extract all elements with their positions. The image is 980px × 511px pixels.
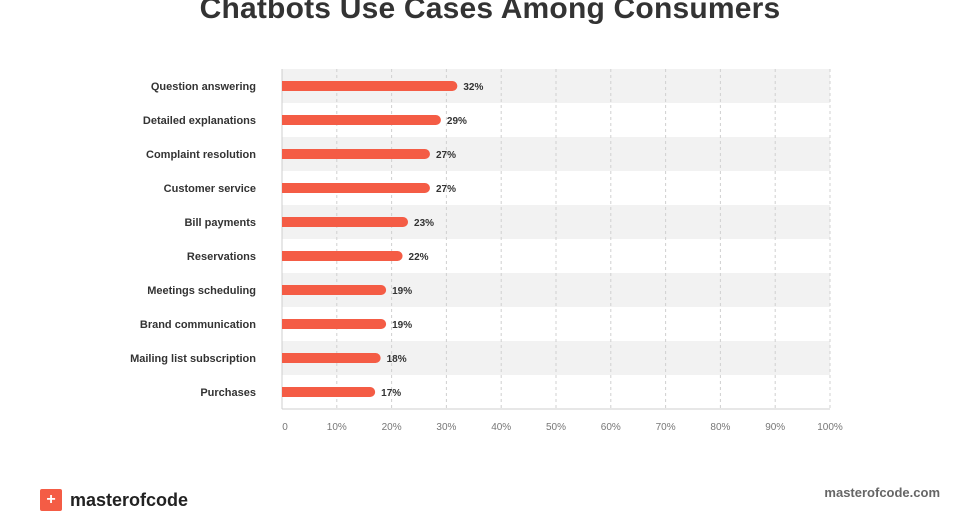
x-tick-label: 20% bbox=[382, 422, 402, 433]
x-tick-label: 80% bbox=[710, 422, 730, 433]
data-label: 23% bbox=[414, 218, 434, 229]
data-label: 22% bbox=[409, 252, 429, 263]
chart-title: Chatbots Use Cases Among Consumers bbox=[199, 0, 781, 25]
x-tick-label: 50% bbox=[546, 422, 566, 433]
x-tick-label: 100% bbox=[817, 422, 843, 433]
category-label: Purchases bbox=[200, 387, 256, 399]
data-label: 27% bbox=[436, 184, 456, 195]
data-label: 17% bbox=[381, 388, 401, 399]
category-label: Detailed explanations bbox=[143, 115, 256, 127]
x-tick-label: 70% bbox=[656, 422, 676, 433]
brand-logo: + masterofcode bbox=[40, 489, 188, 511]
category-label: Reservations bbox=[187, 251, 256, 263]
bar bbox=[282, 319, 387, 329]
x-tick-label: 10% bbox=[327, 422, 347, 433]
bar-chart: Question answering 32% Detailed explanatio… bbox=[130, 69, 843, 433]
x-tick-label: 90% bbox=[765, 422, 785, 433]
bar bbox=[282, 217, 409, 227]
logo-text: masterofcode bbox=[70, 489, 189, 510]
category-label: Mailing list subscription bbox=[130, 353, 256, 365]
category-label: Customer service bbox=[164, 183, 256, 195]
x-tick-label: 60% bbox=[601, 422, 621, 433]
category-label: Complaint resolution bbox=[146, 149, 256, 161]
bar bbox=[282, 183, 430, 194]
x-tick-label: 40% bbox=[491, 422, 511, 433]
bar bbox=[282, 353, 381, 363]
data-label: 29% bbox=[447, 116, 467, 127]
category-label: Question answering bbox=[151, 81, 256, 93]
site-url[interactable]: masterofcode.com bbox=[824, 485, 940, 500]
bar bbox=[282, 387, 376, 397]
data-label: 32% bbox=[463, 82, 483, 93]
bar bbox=[282, 115, 441, 125]
data-label: 19% bbox=[392, 320, 412, 331]
data-label: 18% bbox=[387, 354, 407, 365]
data-label: 27% bbox=[436, 150, 456, 161]
category-label: Meetings scheduling bbox=[147, 285, 256, 297]
bar bbox=[282, 81, 458, 91]
bar bbox=[282, 251, 403, 261]
data-label: 19% bbox=[392, 286, 412, 297]
logo-mark-icon: + bbox=[40, 489, 62, 511]
category-label: Brand communication bbox=[140, 319, 256, 331]
x-tick-label: 30% bbox=[436, 422, 456, 433]
bar bbox=[282, 149, 430, 159]
x-tick-label: 0 bbox=[282, 422, 288, 433]
bar bbox=[282, 285, 387, 295]
category-label: Bill payments bbox=[184, 217, 256, 229]
